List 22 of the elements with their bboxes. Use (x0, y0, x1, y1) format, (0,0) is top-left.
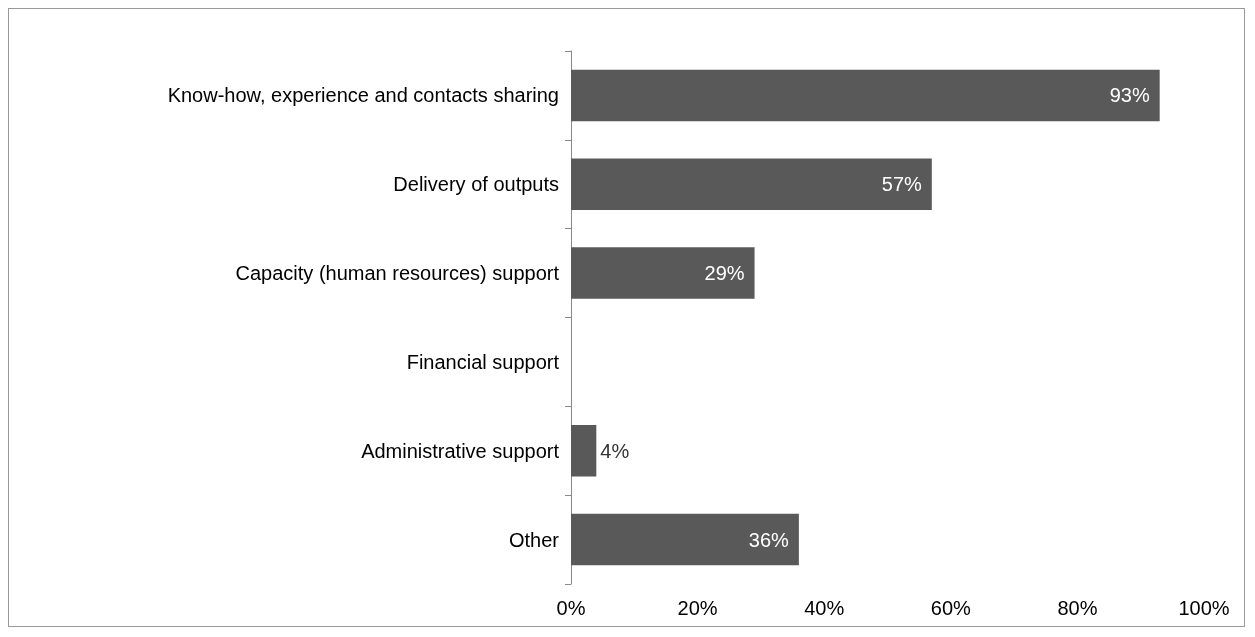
y-tick-label: Capacity (human resources) support (235, 262, 560, 285)
y-tick-label: Delivery of outputs (393, 173, 559, 196)
data-label: 93% (1109, 84, 1150, 107)
data-label: 4% (600, 439, 630, 462)
y-tick-label: Know-how, experience and contacts sharing (167, 84, 559, 107)
data-label: 29% (704, 262, 745, 285)
bar (571, 424, 597, 477)
y-tick-label: Other (508, 528, 560, 551)
x-tick-label: 80% (1057, 597, 1098, 619)
x-tick-label: 60% (930, 597, 972, 619)
bar (571, 513, 799, 566)
x-tick-label: 100% (1178, 597, 1230, 619)
data-label: 57% (881, 173, 923, 196)
x-tick-label: 0% (556, 597, 586, 619)
y-tick-label: Financial support (406, 350, 560, 373)
x-tick-label: 20% (677, 597, 718, 619)
y-tick-label: Administrative support (361, 439, 560, 462)
bar (571, 69, 1160, 122)
data-label: 36% (748, 528, 790, 551)
bar (571, 158, 932, 211)
bar (571, 247, 755, 299)
x-tick-label: 40% (804, 597, 845, 619)
